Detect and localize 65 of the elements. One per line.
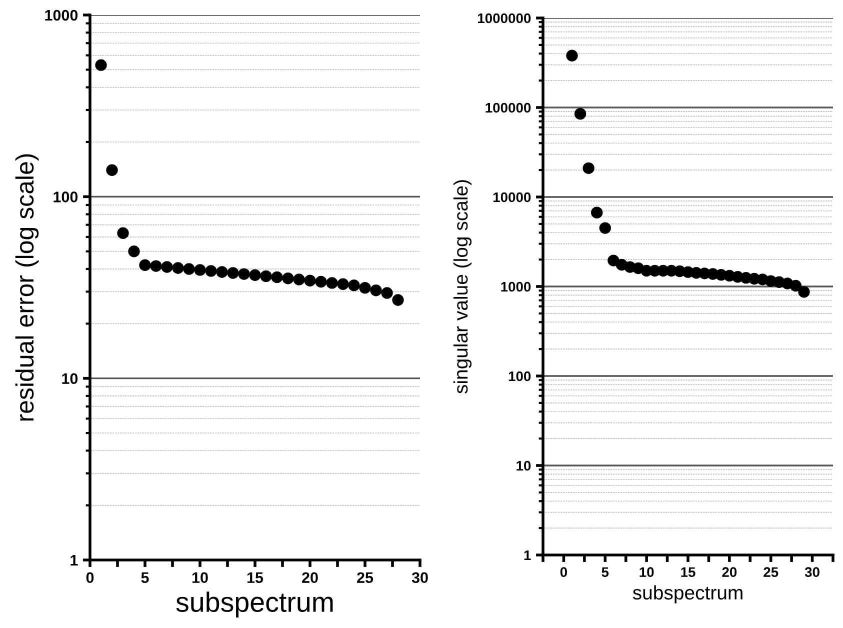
point [95,59,107,71]
point [591,206,603,218]
y-tick-label: 100 [508,371,531,382]
x-tick-label: 0 [86,572,94,584]
point [304,274,316,286]
point [326,277,338,289]
point [183,263,195,275]
y-tick-label: 1 [524,550,531,560]
x-tick-label: 25 [357,572,374,584]
point [271,271,283,284]
y-tick-label: 10000 [493,192,531,202]
y-axis-title: residual error (log scale) [15,154,39,421]
y-tick-label: 10 [516,460,531,471]
point [566,50,578,62]
x-axis-title: subspectrum [632,585,742,604]
x-tick-label: 5 [602,567,609,578]
point [139,259,151,271]
point [381,287,393,299]
point [150,260,162,272]
point [359,282,371,294]
point [238,268,250,280]
x-axis-title: subspectrum [176,592,333,618]
point [117,227,129,239]
point [315,276,327,288]
point [348,279,360,292]
point [574,108,586,120]
y-tick-label: 100 [54,192,78,202]
point [260,270,272,282]
x-tick-label: 10 [192,572,208,584]
x-tick-label: 30 [412,572,428,584]
point [337,278,349,290]
point [216,266,228,278]
y-tick-label: 1000 [501,282,531,292]
x-tick-label: 10 [640,567,654,578]
y-tick-label: 1000 [45,10,78,21]
x-tick-label: 20 [722,567,737,578]
y-axis-title: singular value (log scale) [453,180,472,394]
point [128,246,140,258]
point [172,262,184,274]
point [392,294,404,306]
y-tick-label: 1000000 [478,13,531,24]
x-tick-label: 20 [302,572,318,584]
point [798,286,810,298]
point [582,162,594,174]
point [194,264,206,276]
point [293,274,305,286]
point [249,269,261,281]
x-tick-label: 15 [247,572,264,584]
point [161,261,173,273]
x-tick-label: 15 [681,567,696,578]
point [227,267,239,279]
x-tick-label: 25 [764,567,778,578]
y-tick-label: 1 [70,555,78,566]
point [790,280,802,292]
y-tick-label: 100000 [486,102,531,113]
point [106,164,118,176]
y-tick-label: 10 [62,373,78,384]
point [282,272,294,284]
point [608,254,620,266]
point [205,265,217,277]
x-tick-label: 0 [560,567,568,578]
x-tick-label: 5 [141,572,149,584]
point [599,222,611,234]
x-tick-label: 30 [804,567,820,578]
point [370,284,382,296]
